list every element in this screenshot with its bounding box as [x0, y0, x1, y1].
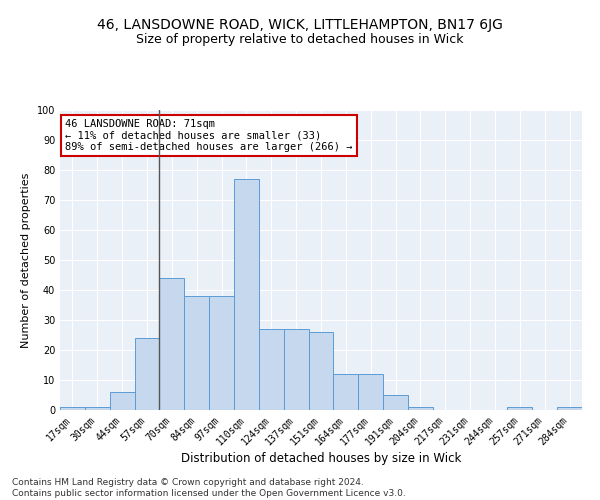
Text: 46, LANSDOWNE ROAD, WICK, LITTLEHAMPTON, BN17 6JG: 46, LANSDOWNE ROAD, WICK, LITTLEHAMPTON,…: [97, 18, 503, 32]
Bar: [308, 332, 334, 410]
Text: Contains HM Land Registry data © Crown copyright and database right 2024.
Contai: Contains HM Land Registry data © Crown c…: [12, 478, 406, 498]
Bar: [160, 278, 184, 410]
Bar: [60, 407, 85, 410]
Text: Size of property relative to detached houses in Wick: Size of property relative to detached ho…: [136, 32, 464, 46]
Text: 46 LANSDOWNE ROAD: 71sqm
← 11% of detached houses are smaller (33)
89% of semi-d: 46 LANSDOWNE ROAD: 71sqm ← 11% of detach…: [65, 119, 353, 152]
Bar: [234, 179, 259, 410]
Bar: [508, 407, 532, 410]
Y-axis label: Number of detached properties: Number of detached properties: [21, 172, 31, 348]
X-axis label: Distribution of detached houses by size in Wick: Distribution of detached houses by size …: [181, 452, 461, 466]
Bar: [557, 407, 582, 410]
Bar: [184, 296, 209, 410]
Bar: [209, 296, 234, 410]
Bar: [134, 338, 160, 410]
Bar: [334, 374, 358, 410]
Bar: [85, 407, 110, 410]
Bar: [358, 374, 383, 410]
Bar: [110, 392, 134, 410]
Bar: [408, 407, 433, 410]
Bar: [284, 329, 308, 410]
Bar: [383, 395, 408, 410]
Bar: [259, 329, 284, 410]
